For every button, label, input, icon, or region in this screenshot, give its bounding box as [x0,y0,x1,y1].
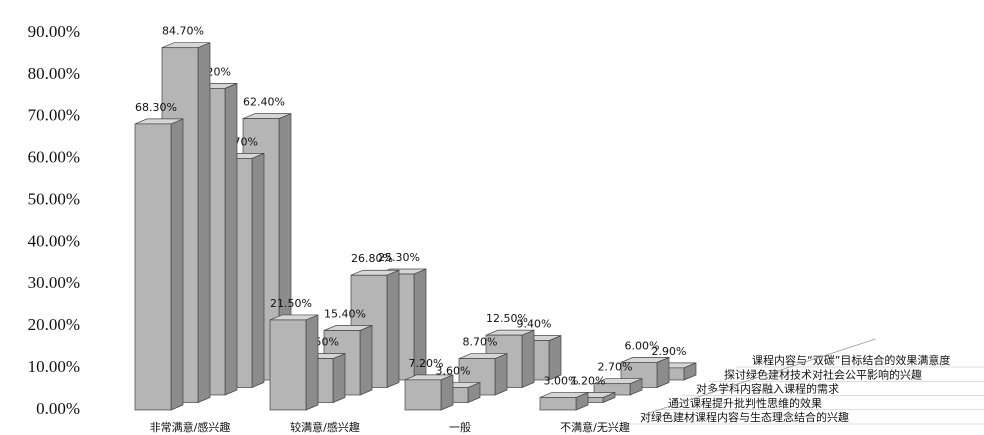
value-label: 84.70% [162,25,204,38]
bar [539,397,577,411]
y-tick-label: 70.00% [28,106,80,125]
value-label: 12.50% [486,312,528,325]
bar-side [548,335,562,381]
bar-side [359,324,373,396]
y-tick-label: 80.00% [28,64,80,83]
x-tick-label: 不满意/无兴趣 [560,420,630,434]
bar-side [224,82,238,396]
bar [134,123,172,411]
bar-side [251,152,265,389]
x-tick-label: 非常满意/感兴趣 [150,420,231,434]
y-tick-label: 30.00% [28,273,80,292]
value-label: 15.40% [324,307,366,320]
bar-side [332,352,346,404]
bar-side [197,42,211,404]
legend-label: 对绿色建材课程内容与生态理念结合的兴趣 [640,410,849,424]
value-label: 3.00% [544,374,579,387]
value-label: 26.80% [351,252,393,265]
legend-label: 探讨绿色建材技术对社会公平影响的兴趣 [724,367,922,381]
bar-side [386,269,400,389]
value-label: 3.60% [436,364,471,377]
x-tick-label: 一般 [449,421,471,434]
x-tick-label: 较满意/感兴趣 [290,420,360,434]
depth-edge [645,338,876,415]
value-label: 1.20% [571,374,606,387]
legend-label: 通过课程提升批判性思维的效果 [668,396,822,410]
value-label: 9.40% [517,318,552,331]
bar-side [494,353,508,396]
bar-side [170,118,184,411]
y-tick-label: 60.00% [28,148,80,167]
value-label: 2.90% [652,345,687,358]
legend-label: 课程内容与“双碳”目标结合的效果满意度 [752,353,950,367]
value-label: 68.30% [135,101,177,114]
bar-side [521,329,535,389]
bar-side [440,374,454,411]
bar [269,319,307,411]
value-label: 2.70% [598,361,633,374]
legend-label: 对多学科内容融入课程的需求 [696,382,839,396]
value-label: 8.70% [463,336,498,349]
y-tick-label: 0.00% [36,399,80,418]
value-label: 25.30% [378,251,420,264]
value-label: 7.20% [409,357,444,370]
y-tick-label: 90.00% [28,22,80,41]
bar [404,379,442,411]
y-tick-label: 20.00% [28,315,80,334]
y-tick-label: 50.00% [28,189,80,208]
value-label: 6.00% [625,339,660,352]
bar-side [305,314,319,411]
y-tick-label: 40.00% [28,231,80,250]
value-label: 62.40% [243,96,285,109]
y-tick-label: 10.00% [28,357,80,376]
value-label: 21.50% [270,297,312,310]
